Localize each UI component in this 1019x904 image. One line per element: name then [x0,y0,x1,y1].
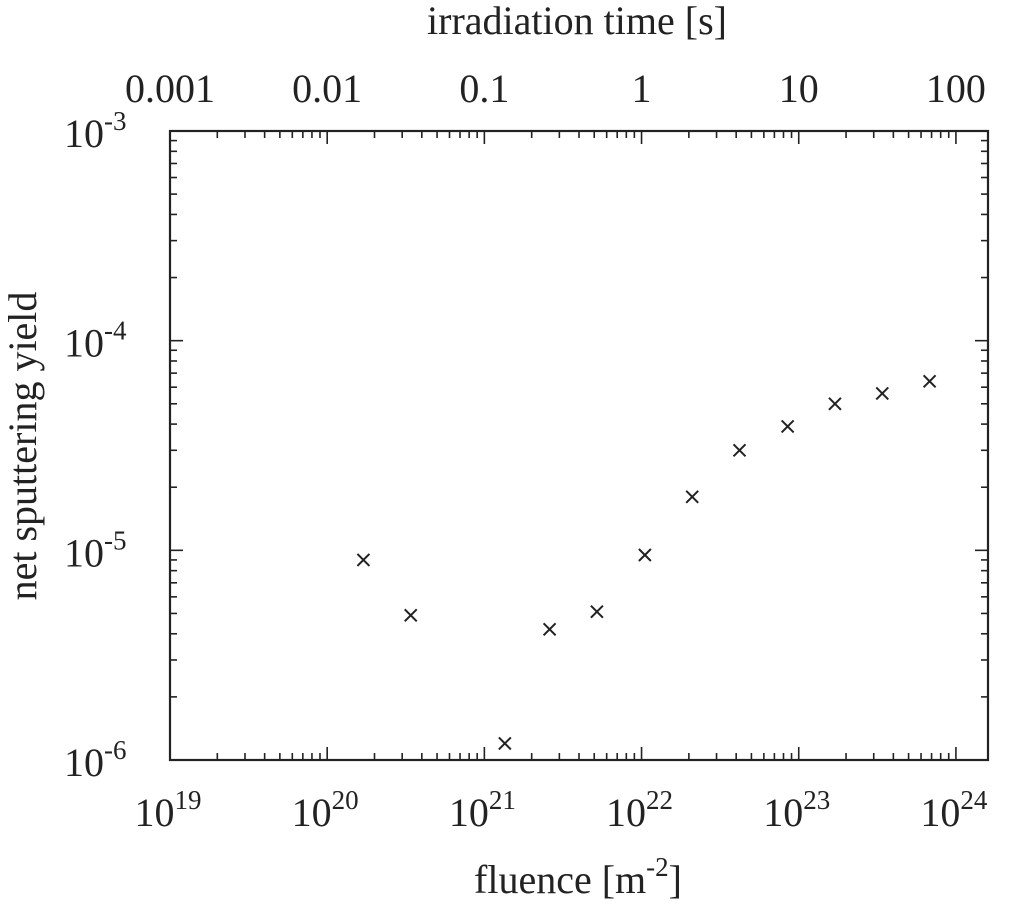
x-tick-label: 1020 [292,785,359,835]
plot-frame [168,129,990,762]
data-point [732,443,747,458]
x-tick-label: 1019 [135,785,202,835]
data-point [875,386,889,401]
y-tick-label: 10-6 [64,735,127,785]
x-axis-label-suffix: ] [669,857,682,902]
y-tick-label: 10-5 [64,525,127,575]
x-axis-label-main: fluence [m [474,857,646,902]
x2-tick-label: 100 [926,66,986,111]
x-tick-label: 1021 [449,785,516,835]
y-tick-label: 10-3 [64,106,127,156]
data-point [356,553,371,567]
ticks-layer [169,130,988,761]
x2-tick-label: 0.01 [292,66,362,111]
labels-layer: 1019 1020 1021 1022 1023 1024 0.001 0.01 0.1 1 10 1… [64,66,988,835]
x2-tick-label: 10 [779,66,819,111]
x2-tick-label: 1 [632,66,652,111]
data-point [638,548,652,562]
x2-tick-label: 0.001 [125,66,215,111]
data-point [922,374,937,389]
y-tick-label: 10-4 [64,316,127,366]
y-axis-label: net sputtering yield [0,292,45,601]
data-point [590,604,604,619]
marks-layer [356,374,937,751]
x-axis-label: fluence [m-2] [474,852,682,902]
x-tick-label: 1024 [920,785,988,835]
data-point [404,608,418,622]
data-point [780,419,795,434]
data-point [542,622,557,637]
data-point [828,397,842,411]
x-tick-label: 1022 [606,785,673,835]
x2-axis-label: irradiation time [s] [427,0,727,43]
x-axis-label-sup: -2 [646,852,669,882]
data-point [685,490,699,504]
data-point [498,736,512,751]
x2-tick-label: 0.1 [459,66,509,111]
x-tick-label: 1023 [763,785,830,835]
